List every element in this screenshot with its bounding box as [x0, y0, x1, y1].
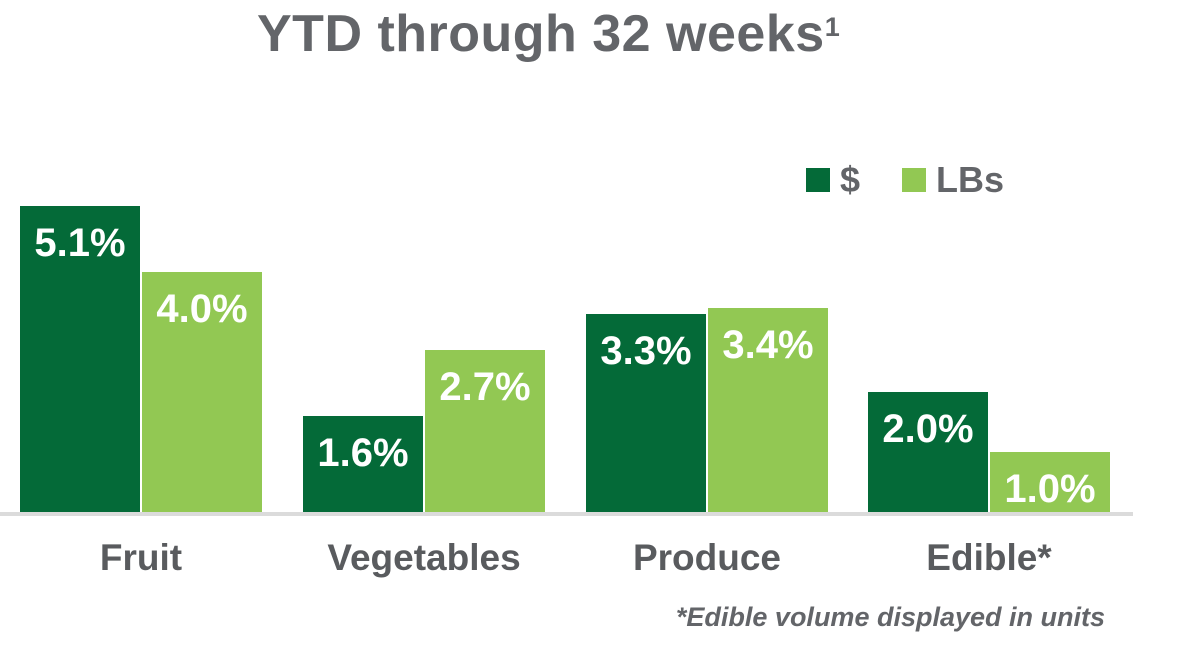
bar-value-label: 2.7%	[439, 365, 531, 409]
bar-lbs-edible: 1.0%	[990, 452, 1110, 512]
bar-value-label: 4.0%	[156, 287, 248, 331]
chart-title-text: YTD through 32 weeks	[257, 5, 825, 63]
legend-swatch-icon	[806, 168, 830, 192]
bar-lbs-produce: 3.4%	[708, 308, 828, 512]
legend: $ LBs	[806, 162, 1004, 198]
bar-value-label: 1.6%	[317, 431, 409, 475]
category-label-fruit: Fruit	[99, 537, 183, 578]
category-label-produce: Produce	[632, 537, 782, 578]
bar-dollars-vegetables: 1.6%	[303, 416, 423, 512]
legend-label: LBs	[936, 159, 1005, 200]
bar-lbs-vegetables: 2.7%	[425, 350, 545, 512]
bar-group-fruit: 5.1% 4.0%	[20, 0, 262, 512]
legend-swatch-icon	[902, 168, 927, 192]
bar-dollars-fruit: 5.1%	[20, 206, 140, 512]
bar-dollars-edible: 2.0%	[868, 392, 988, 512]
bar-group-produce: 3.3% 3.4%	[586, 0, 828, 512]
bar-dollars-produce: 3.3%	[586, 314, 706, 512]
bar-value-label: 3.4%	[722, 323, 814, 367]
legend-item-LBs: LBs	[902, 162, 1004, 198]
bar-value-label: 2.0%	[882, 407, 974, 451]
plot-area: 5.1% 4.0% 1.6% 2.7% 3.3% 3.4% 2.0% 1.0%	[20, 0, 1110, 512]
chart-title-footnote-marker: 1	[824, 12, 841, 43]
chart-title: YTD through 32 weeks1	[257, 4, 840, 64]
category-label-vegetables: Vegetables	[327, 537, 521, 578]
bar-group-edible: 2.0% 1.0%	[868, 0, 1110, 512]
legend-item-$: $	[806, 162, 860, 198]
footnote: *Edible volume displayed in units	[675, 602, 1105, 632]
bar-group-vegetables: 1.6% 2.7%	[303, 0, 545, 512]
bar-value-label: 3.3%	[600, 329, 692, 373]
legend-label: $	[840, 159, 861, 200]
x-axis-line	[0, 512, 1133, 516]
bar-value-label: 5.1%	[34, 221, 126, 265]
bar-lbs-fruit: 4.0%	[142, 272, 262, 512]
category-label-edible: Edible*	[926, 537, 1052, 578]
category-axis: Fruit Vegetables Produce Edible*	[0, 537, 1200, 582]
bar-value-label: 1.0%	[1004, 467, 1096, 511]
